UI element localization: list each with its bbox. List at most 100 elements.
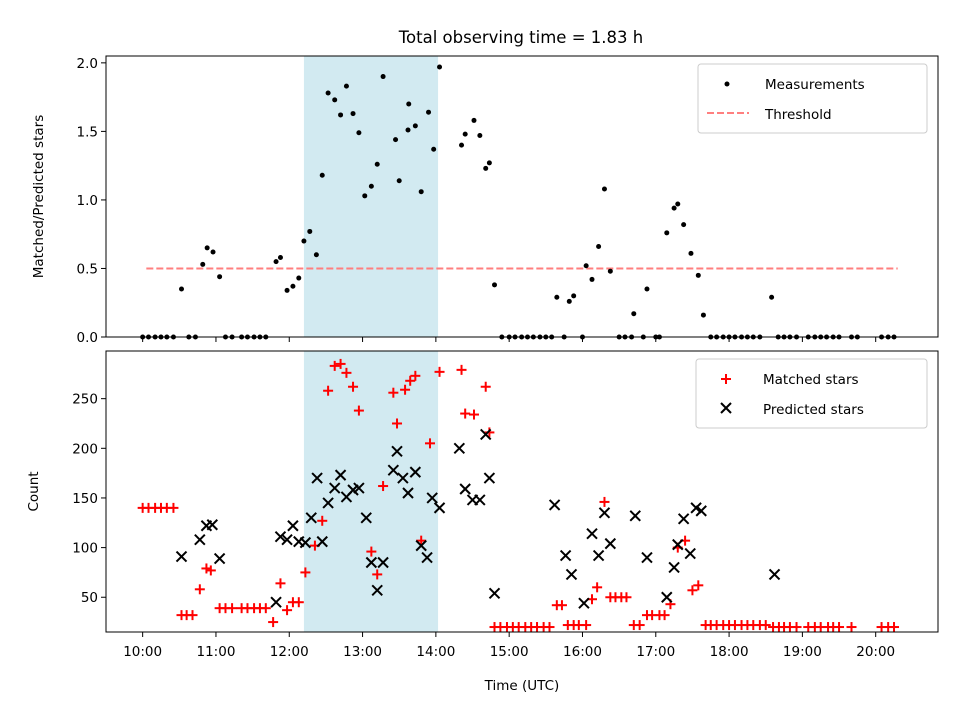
matched-star-point (392, 418, 403, 429)
predicted-star-point (641, 551, 653, 564)
predicted-star-point (397, 472, 409, 484)
predicted-star-point (677, 513, 690, 525)
measurement-point (200, 261, 206, 267)
matched-star-point (282, 605, 293, 616)
matched-star-point (400, 384, 411, 395)
measurement-point (412, 123, 418, 129)
predicted-star-point (206, 519, 218, 531)
predicted-star-point (488, 587, 501, 599)
y-tick-label: 0.5 (77, 261, 98, 277)
bottom-legend-box (695, 358, 928, 429)
measurement-point (596, 244, 602, 250)
legend-label-matched: Matched stars (763, 372, 859, 388)
matched-star-point (341, 367, 352, 378)
measurement-point (307, 228, 313, 234)
x-tick-label: 16:00 (563, 644, 602, 660)
measurement-point (325, 90, 331, 96)
matched-star-point (621, 592, 632, 603)
measurement-point (179, 286, 185, 292)
matched-star-point (329, 360, 340, 371)
matched-star-point (194, 584, 205, 595)
predicted-star-point (311, 472, 323, 484)
measurement-point (405, 127, 411, 133)
matched-star-point (388, 387, 399, 398)
measurement-point (426, 109, 432, 115)
measurement-point (589, 276, 595, 282)
legend-label-predicted: Predicted stars (763, 402, 864, 418)
matched-star-point (187, 610, 198, 621)
matched-star-point (168, 502, 179, 513)
predicted-star-point (559, 549, 572, 562)
matched-star-point (353, 405, 364, 416)
predicted-star-point (548, 499, 561, 511)
matched-star-point (468, 409, 479, 420)
measurement-point (695, 272, 701, 278)
top-axes-frame (105, 55, 939, 338)
predicted-star-point (360, 512, 372, 524)
x-tick-label: 20:00 (856, 644, 895, 660)
matched-star-point (205, 565, 216, 576)
measurement-point (319, 172, 325, 178)
predicted-star-point (459, 483, 471, 495)
y-tick-label: 1.5 (77, 124, 98, 140)
predicted-star-point (474, 494, 486, 506)
measurement-point (462, 131, 468, 137)
predicted-star-point (365, 556, 378, 569)
matched-star-point (317, 515, 328, 526)
matched-star-point (300, 567, 311, 578)
predicted-star-point (695, 505, 707, 517)
y-tick-label: 1.0 (77, 193, 98, 209)
legend-label-measurements: Measurements (765, 77, 865, 93)
measurement-point (675, 201, 681, 207)
matched-star-point (480, 381, 491, 392)
predicted-star-point (672, 538, 684, 551)
measurement-point (204, 245, 210, 251)
y-tick-label: 200 (72, 441, 98, 457)
measurement-point (406, 101, 412, 107)
measurement-point (554, 294, 560, 300)
predicted-star-point (316, 535, 328, 548)
top-x-axis (142, 337, 877, 342)
bottom-observing-span (303, 351, 439, 632)
matched-star-point (434, 366, 445, 377)
matched-star-point (323, 385, 334, 396)
predicted-star-point (668, 561, 680, 574)
measurement-point (418, 189, 424, 195)
predicted-star-point (409, 466, 422, 478)
x-tick-label: 19:00 (783, 644, 822, 660)
predicted-star-point (371, 584, 383, 597)
predicted-star-point (604, 537, 617, 550)
measurement-point (356, 130, 362, 136)
matched-stars-series (137, 358, 900, 633)
top-y-axis-label: Matched/Predicted stars (31, 115, 47, 278)
measurement-point (566, 298, 572, 304)
measurements-series (140, 64, 897, 340)
bottom-y-axis-label: Count (26, 471, 42, 511)
bottom-y-axis: 50 100 150 200 250 (72, 392, 106, 606)
measurement-point (483, 165, 489, 171)
matched-star-point (260, 603, 271, 614)
bottom-x-axis: 10:00 11:00 12:00 13:00 14:00 15:00 16:00 17:00… (123, 632, 895, 660)
y-tick-label: 0.0 (77, 330, 98, 346)
measurement-point (769, 294, 775, 300)
measurement-point (313, 252, 319, 258)
legend-label-threshold: Threshold (764, 107, 832, 123)
x-tick-label: 17:00 (636, 644, 675, 660)
predicted-star-point (175, 550, 188, 563)
predicted-star-point (453, 442, 466, 455)
x-tick-label: 13:00 (343, 644, 382, 660)
matched-star-point (425, 438, 436, 449)
measurement-point (492, 282, 498, 288)
predicted-star-point (592, 549, 605, 562)
measurement-point (700, 312, 706, 318)
measurement-point (396, 178, 402, 184)
y-tick-label: 100 (72, 541, 98, 557)
predicted-star-point (391, 445, 403, 457)
predicted-star-point (415, 539, 427, 552)
x-tick-label: 15:00 (490, 644, 529, 660)
matched-star-point (378, 481, 389, 492)
predicted-star-point (329, 482, 341, 494)
matched-star-point (416, 535, 427, 546)
measurement-point (284, 287, 290, 293)
